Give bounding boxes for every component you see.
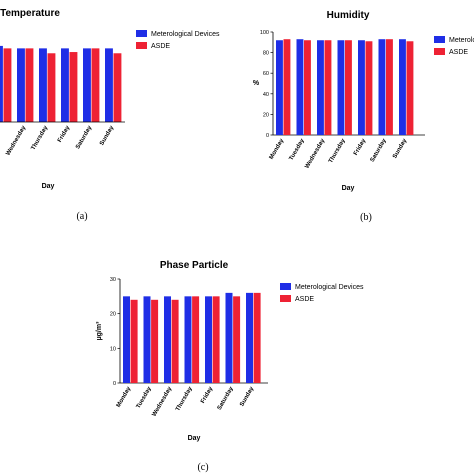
legend-swatch xyxy=(434,48,445,55)
x-tick-label: Friday xyxy=(200,385,215,404)
x-tick-label: Wednesday xyxy=(5,124,27,156)
bar-meterological xyxy=(205,296,212,383)
x-tick-label: Thursday xyxy=(328,137,347,164)
x-axis-label: Day xyxy=(342,185,355,192)
x-tick-label: Saturday xyxy=(75,124,93,150)
bar-asde xyxy=(304,40,311,135)
chart-temperature: Temperature Wednesday Thursday Friday Satur… xyxy=(0,8,220,222)
bar-asde xyxy=(113,53,122,122)
bar-asde xyxy=(386,39,393,135)
bar-asde xyxy=(365,41,373,135)
legend-swatch xyxy=(434,36,445,43)
x-tick-label: Sunday xyxy=(392,137,408,159)
bar-meterological xyxy=(39,48,47,123)
legend-label: ASDE xyxy=(449,49,468,56)
bar-asde xyxy=(283,39,291,135)
x-tick-label: Tuesday xyxy=(136,385,153,409)
bar-asde xyxy=(25,48,34,123)
y-tick-label: 0 xyxy=(266,133,269,139)
bar-meterological xyxy=(337,40,345,135)
bar-meterological xyxy=(0,45,3,123)
x-tick-label: Sunday xyxy=(99,124,115,146)
y-axis-label: % xyxy=(253,80,260,87)
x-tick-label: Thursday xyxy=(175,385,194,412)
bar-meterological xyxy=(143,296,151,383)
x-tick-label: Tuesday xyxy=(289,137,306,161)
y-tick-label: 20 xyxy=(263,112,269,118)
x-tick-label: Friday xyxy=(353,137,368,156)
bar-asde xyxy=(151,299,159,383)
bar-meterological xyxy=(164,296,171,383)
x-tick-label: Saturday xyxy=(217,385,235,411)
legend-swatch xyxy=(136,30,147,37)
y-tick-label: 80 xyxy=(263,51,269,57)
x-tick-label: Wednesday xyxy=(304,137,326,169)
y-tick-label: 20 xyxy=(110,312,116,318)
bar-meterological xyxy=(184,296,192,383)
legend-label: ASDE xyxy=(295,296,314,303)
chart-title: Humidity xyxy=(327,10,370,21)
x-tick-label: Thursday xyxy=(31,124,50,151)
y-axis-label: µg/m³ xyxy=(96,321,103,340)
y-tick-label: 10 xyxy=(110,346,116,352)
bar-meterological xyxy=(317,40,324,135)
legend-label: ASDE xyxy=(151,43,170,50)
bar-meterological xyxy=(225,292,233,383)
bar-asde xyxy=(192,296,200,383)
bar-meterological xyxy=(296,39,304,135)
legend-swatch xyxy=(136,42,147,49)
bar-asde xyxy=(69,52,78,122)
bar-asde xyxy=(91,48,100,123)
bar-meterological xyxy=(399,39,406,135)
y-tick-label: 40 xyxy=(263,92,269,98)
x-tick-label: Wednesday xyxy=(152,385,174,417)
bar-meterological xyxy=(61,48,69,123)
bar-asde xyxy=(212,296,220,383)
bar-asde xyxy=(233,296,241,383)
x-tick-label: Friday xyxy=(57,124,72,143)
bar-asde xyxy=(345,40,352,135)
bar-asde xyxy=(406,41,414,135)
bar-meterological xyxy=(17,48,25,123)
bar-meterological xyxy=(83,48,91,123)
y-tick-label: 0 xyxy=(113,381,116,387)
bar-meterological xyxy=(358,40,365,135)
bar-asde xyxy=(130,299,138,383)
panel-label: (a) xyxy=(76,211,87,222)
y-tick-label: 100 xyxy=(260,30,269,36)
bar-asde xyxy=(171,299,179,383)
x-tick-label: Saturday xyxy=(370,137,388,163)
bar-meterological xyxy=(123,296,130,383)
bar-asde xyxy=(324,40,332,135)
panel-label: (b) xyxy=(360,212,372,223)
legend-label: Meterological Devices xyxy=(295,284,364,291)
y-tick-label: 60 xyxy=(263,71,269,77)
bar-asde xyxy=(3,48,12,123)
x-tick-label: Monday xyxy=(269,137,286,160)
bar-asde xyxy=(47,53,56,122)
bar-meterological xyxy=(276,40,283,135)
bar-meterological xyxy=(105,48,113,123)
legend-label: Meterological Devices xyxy=(151,31,220,38)
legend-label: Meterological Devices xyxy=(449,37,474,44)
legend-swatch xyxy=(280,295,291,302)
bar-meterological xyxy=(378,39,386,135)
bar-asde xyxy=(253,292,261,383)
chart-title: Phase Particle xyxy=(160,260,229,271)
chart-humidity: Humidity 0 20 40 60 80 100 % Monday TuesdayWed… xyxy=(253,10,474,223)
chart-title: Temperature xyxy=(0,8,60,19)
y-tick-label: 30 xyxy=(110,277,116,283)
x-tick-label: Monday xyxy=(116,385,133,408)
x-axis-label: Day xyxy=(188,435,201,442)
x-tick-label: Sunday xyxy=(239,385,255,407)
chart-phase-particle: Phase Particle 0 10 20 30 µg/m³ Monday Tuesd… xyxy=(96,260,364,473)
x-axis-label: Day xyxy=(42,183,55,190)
legend-swatch xyxy=(280,283,291,290)
panel-label: (c) xyxy=(197,462,208,473)
bar-meterological xyxy=(246,292,253,383)
